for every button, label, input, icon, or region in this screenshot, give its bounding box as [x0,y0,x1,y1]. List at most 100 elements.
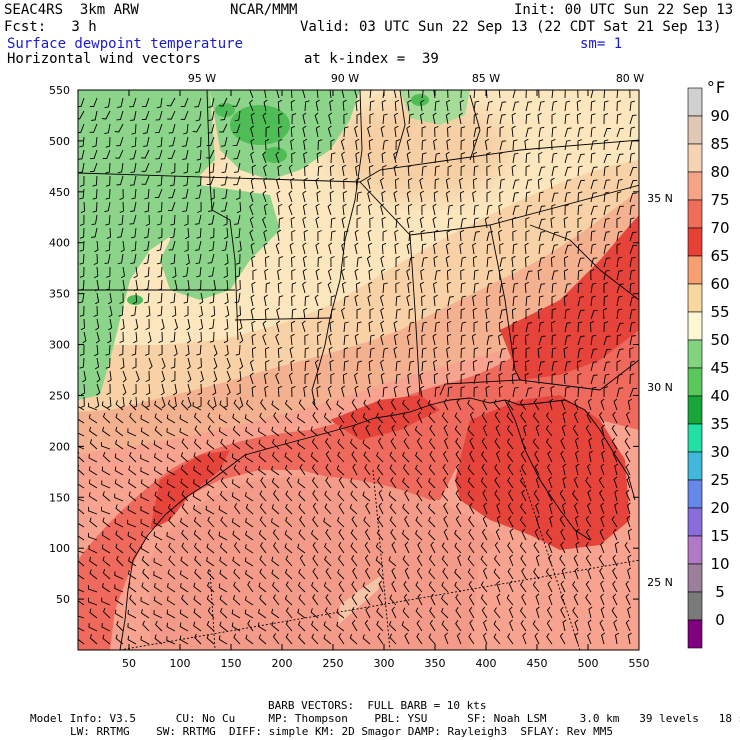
state-line-al-ga [439,224,521,396]
state-line-tx-ok [206,90,239,341]
y-tick-label: 200 [49,440,70,453]
state-line-oh [469,94,481,161]
colorbar-swatch [687,199,703,229]
dewpoint-zone-75-gulfcoast [330,395,440,440]
lat-label: 25 N [647,576,673,589]
colorbar-swatch [687,311,703,341]
coastline-florida-west [504,399,591,541]
colorbar-swatch [687,395,703,425]
x-tick-label: 450 [527,657,548,670]
colorbar-swatch [687,507,703,537]
colorbar-label: 20 [710,499,729,517]
y-tick-label: 150 [49,491,70,504]
colorbar-label: 55 [710,303,729,321]
x-tick-label: 350 [425,657,446,670]
dewpoint-field [78,90,639,650]
colorbar-swatch [687,367,703,397]
dewpoint-zone-50-texas [160,185,280,300]
state-line-ok-ks [78,172,361,183]
model-info-line1: Model Info: V3.5 CU: No Cu MP: Thompson … [30,712,740,725]
colorbar-swatch [687,339,703,369]
coastline [119,397,636,650]
lon-label: 80 W [616,72,644,85]
colorbar-label: 15 [710,527,729,545]
state-line-il-in [394,90,406,161]
k-index-label: at k-index = 39 [304,51,439,67]
y-tick-label: 350 [49,288,70,301]
colorbar-label: 30 [710,443,729,461]
x-tick-label: 400 [476,657,497,670]
y-tick-label: 50 [56,593,70,606]
lon-label: 85 W [472,72,500,85]
lon-label: 90 W [331,72,359,85]
colorbar-label: 10 [710,555,729,573]
dewpoint-zone-45-spots [127,94,429,305]
colorbar-label: 5 [715,583,725,601]
colorbar-label: 25 [710,471,729,489]
colorbar-label: 75 [710,191,729,209]
colorbar-swatch [687,535,703,565]
field-title: Surface dewpoint temperature [7,36,244,52]
colorbar-swatch [687,143,703,173]
wind-barbs [78,90,638,645]
map-frame [77,89,640,651]
x-tick-label: 50 [122,657,136,670]
dewpoint-zone-75-texascoast [150,450,230,530]
colorbar-unit: °F [706,78,726,97]
x-tick-label: 500 [578,657,599,670]
x-tick-label: 200 [272,657,293,670]
x-tick-label: 100 [170,657,191,670]
barb-note: BARB VECTORS: FULL BARB = 10 kts [268,699,487,712]
x-tick-label: 250 [323,657,344,670]
smoothing-label: sm= 1 [580,36,623,52]
colorbar-swatch [687,115,703,145]
y-tick-label: 450 [49,186,70,199]
colorbar-label: 0 [715,611,725,629]
institution-label: NCAR/MMM [230,2,298,18]
model-run-label: SEAC4RS 3km ARW [4,2,139,18]
colorbar-swatch [687,227,703,257]
dewpoint-patch-60 [330,100,510,200]
state-line-ms-al [409,234,421,396]
forecast-hour-label: Fcst: 3 h [4,19,97,35]
state-line-mississippi-river [329,90,363,319]
y-tick-label: 250 [49,389,70,402]
colorbar-label: 40 [710,387,729,405]
dewpoint-zone-50-west [78,90,215,400]
colorbar-swatch [687,563,703,593]
colorbar-swatch [687,171,703,201]
x-tick-label: 150 [221,657,242,670]
colorbar-label: 80 [710,163,729,181]
y-tick-label: 300 [49,339,70,352]
state-line-ky [359,139,639,183]
colorbar-label: 65 [710,247,729,265]
y-tick-label: 100 [49,542,70,555]
dewpoint-streak [338,575,382,625]
colorbar-swatch [687,479,703,509]
latlon-gridline-4 [209,569,216,650]
axes: 550 500 450 400 350 300 250 200 150 100 50 50 100 150… [49,72,673,670]
state-line-ar-la [234,317,331,321]
colorbar-label: 45 [710,359,729,377]
colorbar-swatch [687,591,703,621]
valid-time-label: Valid: 03 UTC Sun 22 Sep 13 (22 CDT Sat … [300,19,722,35]
y-tick-label: 550 [49,84,70,97]
y-tick-label: 500 [49,135,70,148]
dewpoint-zone-75-georgia [500,215,639,380]
colorbar-swatch [687,255,703,285]
colorbar-label: 90 [710,107,729,125]
colorbar-label: 85 [710,135,729,153]
lon-label: 95 W [188,72,216,85]
lat-label: 35 N [647,192,673,205]
colorbar-swatch [687,283,703,313]
colorbar-label: 60 [710,275,729,293]
colorbar-label: 35 [710,415,729,433]
x-tick-label: 300 [374,657,395,670]
lat-label: 30 N [647,381,673,394]
dewpoint-zone-70-gulf [150,476,500,650]
colorbar-swatch [687,423,703,453]
vector-title: Horizontal wind vectors [7,51,201,67]
model-info-line2: LW: RRTMG SW: RRTMG DIFF: simple KM: 2D … [70,725,614,738]
